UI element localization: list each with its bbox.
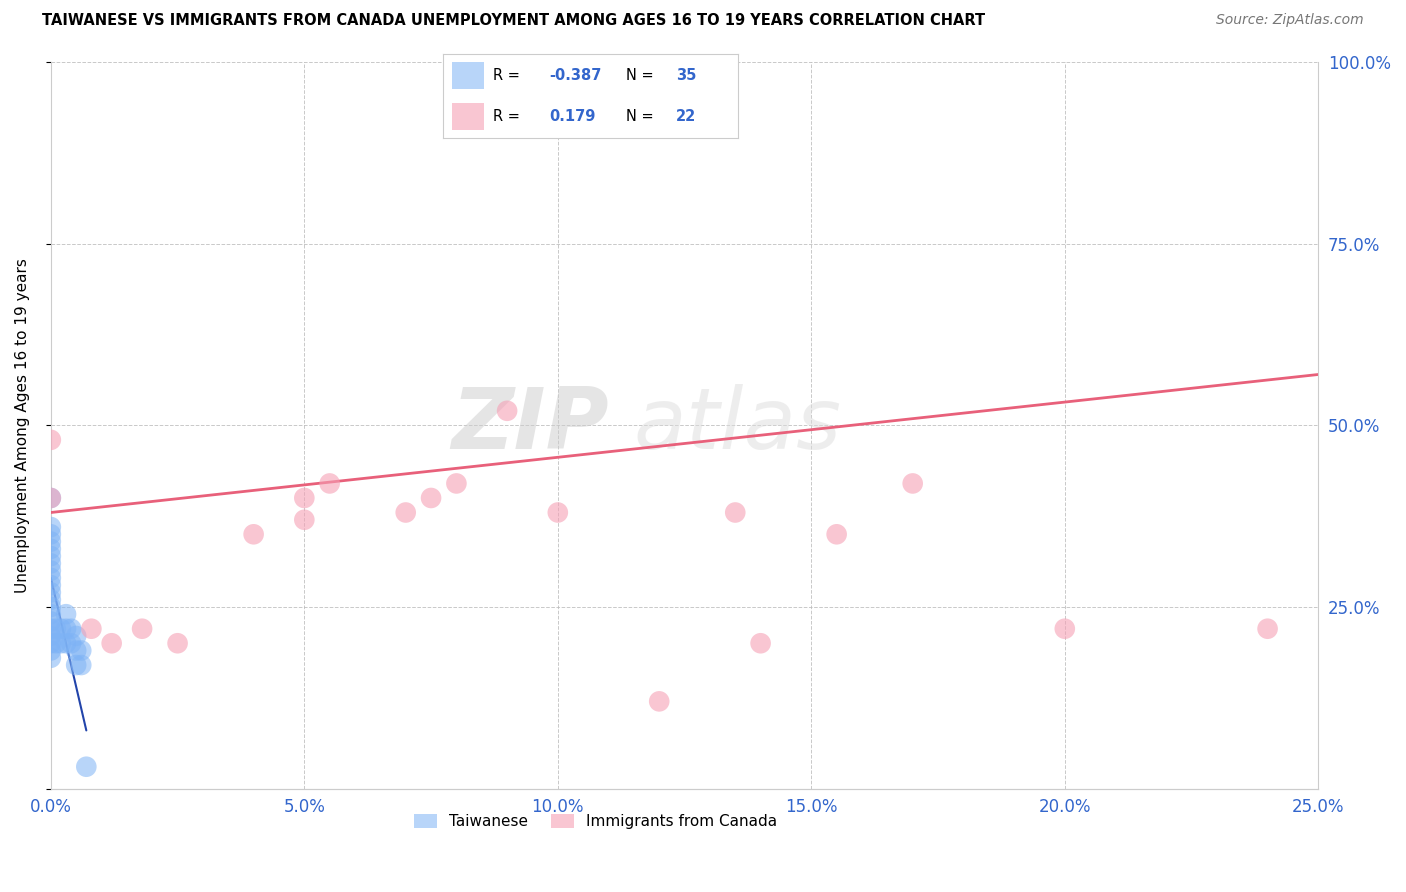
FancyBboxPatch shape — [451, 62, 484, 89]
Point — [100, 636, 122, 650]
Point — [39, 534, 62, 549]
Text: N =: N = — [626, 109, 654, 124]
Point — [1053, 622, 1076, 636]
Point — [39, 557, 62, 571]
Point — [65, 643, 87, 657]
Point — [749, 636, 772, 650]
Point — [648, 694, 671, 708]
Point — [1257, 622, 1279, 636]
Point — [39, 541, 62, 556]
Point — [39, 549, 62, 563]
Point — [318, 476, 340, 491]
Legend: Taiwanese, Immigrants from Canada: Taiwanese, Immigrants from Canada — [408, 808, 783, 836]
Point — [901, 476, 924, 491]
Text: 22: 22 — [676, 109, 696, 124]
Text: N =: N = — [626, 68, 654, 83]
Text: 35: 35 — [676, 68, 696, 83]
Point — [49, 622, 72, 636]
Point — [70, 658, 93, 673]
Point — [39, 571, 62, 585]
Text: 0.179: 0.179 — [550, 109, 596, 124]
Point — [39, 491, 62, 505]
Point — [39, 592, 62, 607]
Point — [496, 55, 519, 70]
Point — [39, 578, 62, 592]
Point — [39, 564, 62, 578]
Point — [724, 506, 747, 520]
Point — [39, 527, 62, 541]
Point — [55, 636, 77, 650]
Point — [39, 629, 62, 643]
Point — [395, 506, 418, 520]
Point — [39, 599, 62, 614]
Point — [39, 636, 62, 650]
Text: -0.387: -0.387 — [550, 68, 602, 83]
Point — [39, 491, 62, 505]
Point — [55, 607, 77, 622]
Point — [39, 650, 62, 665]
Point — [131, 622, 153, 636]
Point — [39, 607, 62, 622]
Point — [75, 760, 97, 774]
Point — [547, 506, 569, 520]
Text: Source: ZipAtlas.com: Source: ZipAtlas.com — [1216, 13, 1364, 28]
Point — [39, 520, 62, 534]
Text: R =: R = — [494, 68, 520, 83]
Point — [292, 513, 315, 527]
Point — [60, 622, 83, 636]
Point — [242, 527, 264, 541]
FancyBboxPatch shape — [451, 103, 484, 130]
Point — [460, 55, 482, 70]
Point — [39, 643, 62, 657]
Point — [70, 643, 93, 657]
Point — [496, 404, 519, 418]
Text: atlas: atlas — [634, 384, 842, 467]
Point — [292, 491, 315, 505]
Point — [45, 622, 67, 636]
Y-axis label: Unemployment Among Ages 16 to 19 years: Unemployment Among Ages 16 to 19 years — [15, 258, 30, 593]
Point — [45, 636, 67, 650]
Point — [39, 585, 62, 599]
Point — [65, 629, 87, 643]
Point — [80, 622, 103, 636]
Text: ZIP: ZIP — [451, 384, 609, 467]
Point — [420, 491, 443, 505]
Point — [49, 636, 72, 650]
Text: R =: R = — [494, 109, 520, 124]
Point — [39, 622, 62, 636]
Point — [65, 658, 87, 673]
Point — [39, 615, 62, 629]
Point — [60, 636, 83, 650]
Point — [825, 527, 848, 541]
Point — [166, 636, 188, 650]
Point — [39, 433, 62, 447]
Point — [55, 622, 77, 636]
Point — [446, 476, 468, 491]
Text: TAIWANESE VS IMMIGRANTS FROM CANADA UNEMPLOYMENT AMONG AGES 16 TO 19 YEARS CORRE: TAIWANESE VS IMMIGRANTS FROM CANADA UNEM… — [42, 13, 986, 29]
